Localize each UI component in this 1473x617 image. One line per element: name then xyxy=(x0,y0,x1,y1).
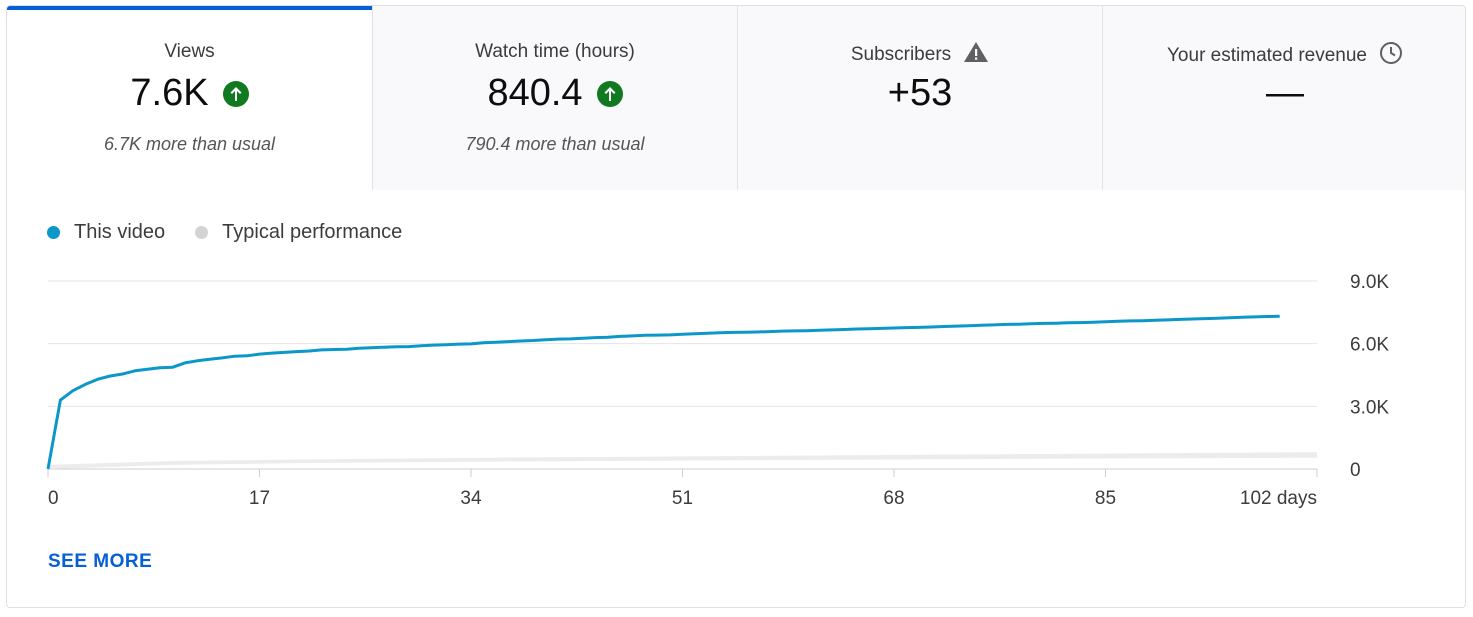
metric-value: — xyxy=(1266,72,1304,114)
x-tick-label: 34 xyxy=(460,488,482,509)
tab-revenue[interactable]: Your estimated revenue — xyxy=(1102,6,1465,190)
arrow-up-icon xyxy=(222,80,249,107)
this-video-line xyxy=(46,314,1280,470)
tab-revenue-label: Your estimated revenue xyxy=(1103,41,1465,71)
warning-icon[interactable] xyxy=(963,41,989,69)
tab-label-text: Subscribers xyxy=(850,44,952,65)
x-tick-label: 85 xyxy=(1095,488,1116,509)
x-tick-label: 68 xyxy=(883,488,904,509)
see-more-link[interactable]: SEE MORE xyxy=(48,551,153,572)
tab-views-comparison: 6.7K more than usual xyxy=(103,134,276,154)
tab-watch-time[interactable]: Watch time (hours) 840.4 790.4 more than… xyxy=(372,6,737,190)
tab-subscribers[interactable]: Subscribers +53 xyxy=(737,6,1102,190)
x-tick-label: 51 xyxy=(672,488,693,509)
chart-legend: This video Typical performance xyxy=(47,221,432,244)
tab-revenue-value: — xyxy=(1103,72,1465,115)
arrow-up-icon xyxy=(596,80,623,107)
tab-watch-time-value: 840.4 xyxy=(373,72,737,115)
tab-watch-time-comparison: 790.4 more than usual xyxy=(465,134,645,154)
tab-label-text: Watch time (hours) xyxy=(475,41,635,62)
legend-item-this-video[interactable]: This video xyxy=(47,221,165,244)
y-tick-label: 0 xyxy=(1350,460,1361,481)
legend-label: This video xyxy=(74,221,166,243)
clock-icon[interactable] xyxy=(1379,41,1403,71)
y-tick-label: 3.0K xyxy=(1350,397,1389,418)
y-tick-label: 6.0K xyxy=(1350,335,1389,356)
tab-views[interactable]: Views 7.6K 6.7K more than usual xyxy=(7,6,372,190)
tab-views-value: 7.6K xyxy=(7,72,372,115)
x-tick-label: 102 days xyxy=(1240,488,1317,509)
views-line-chart: 0 3.0K 6.0K 9.0K 0 17 34 51 68 85 102 days xyxy=(46,272,1389,509)
metric-value: +53 xyxy=(887,72,953,114)
metric-value: 7.6K xyxy=(130,72,209,114)
analytics-card: Views 7.6K 6.7K more than usual Watch ti… xyxy=(6,5,1466,608)
tab-subscribers-value: +53 xyxy=(738,72,1102,115)
legend-item-typical[interactable]: Typical performance xyxy=(195,221,402,244)
tab-subscribers-label: Subscribers xyxy=(738,41,1102,69)
legend-label: Typical performance xyxy=(222,221,403,243)
x-tick-label: 0 xyxy=(48,488,59,509)
y-tick-label: 9.0K xyxy=(1350,272,1389,293)
tab-views-label: Views xyxy=(7,41,372,63)
tab-label-text: Views xyxy=(164,41,215,62)
x-tick-label: 17 xyxy=(249,488,270,509)
metric-tabs: Views 7.6K 6.7K more than usual Watch ti… xyxy=(7,6,1465,190)
legend-dot-typical xyxy=(195,226,209,239)
typical-performance-band xyxy=(48,452,1317,469)
tab-watch-time-label: Watch time (hours) xyxy=(373,41,737,63)
legend-dot-this-video xyxy=(47,226,60,239)
metric-value: 840.4 xyxy=(487,72,583,114)
tab-label-text: Your estimated revenue xyxy=(1167,45,1367,66)
